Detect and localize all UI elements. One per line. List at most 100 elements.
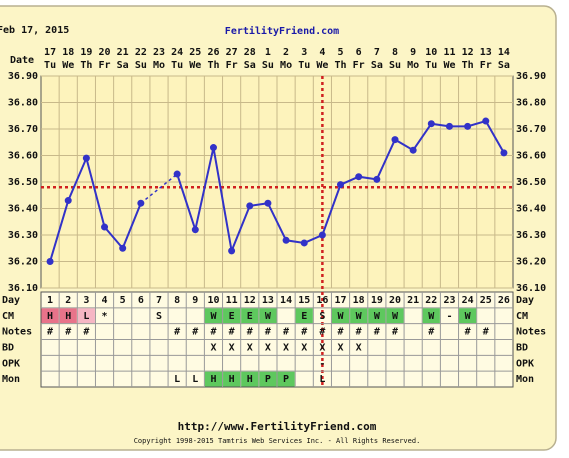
cell-text: H bbox=[210, 374, 216, 385]
cell-text: # bbox=[210, 327, 216, 338]
cell-text: # bbox=[392, 327, 398, 338]
cell-text: W bbox=[392, 311, 399, 322]
cell-text: X bbox=[356, 342, 362, 353]
cell-text: X bbox=[301, 342, 307, 353]
temperature-point bbox=[282, 236, 290, 244]
x-tick-label: 11 bbox=[443, 47, 455, 58]
cell-text: 11 bbox=[226, 295, 238, 306]
cell-text: 13 bbox=[262, 295, 274, 306]
cell-text: 7 bbox=[156, 295, 162, 306]
x-tick-label: 9 bbox=[410, 47, 416, 58]
cell-highlight bbox=[350, 308, 368, 324]
y-tick-label: 36.20 bbox=[516, 257, 546, 268]
x-tick-label: 7 bbox=[374, 47, 380, 58]
temperature-point bbox=[209, 144, 217, 152]
cell-highlight bbox=[331, 308, 350, 324]
row-label: CM bbox=[516, 311, 528, 322]
cell-text: W bbox=[374, 311, 381, 322]
weekday-label: Sa bbox=[117, 60, 129, 71]
weekday-label: We bbox=[189, 60, 201, 71]
cell-text: 24 bbox=[462, 295, 474, 306]
row-label: CM bbox=[2, 311, 14, 322]
weekday-label: Sa bbox=[371, 60, 383, 71]
x-tick-label: 28 bbox=[244, 47, 256, 58]
row-label: BD bbox=[2, 342, 14, 353]
cell-text: P bbox=[265, 374, 271, 385]
cell-text: 15 bbox=[298, 295, 310, 306]
cell-text: 4 bbox=[102, 295, 108, 306]
cell-text: L bbox=[83, 311, 89, 322]
x-tick-label: 10 bbox=[425, 47, 437, 58]
weekday-label: Mo bbox=[153, 60, 165, 71]
temperature-point bbox=[445, 122, 453, 130]
row-label: Day bbox=[2, 295, 20, 306]
cell-text: 8 bbox=[174, 295, 180, 306]
x-tick-label: 19 bbox=[80, 47, 92, 58]
y-tick-label: 36.90 bbox=[8, 71, 38, 82]
weekday-label: Tu bbox=[298, 60, 310, 71]
weekday-label: Su bbox=[262, 60, 274, 71]
weekday-label: Sa bbox=[244, 60, 256, 71]
y-tick-label: 36.30 bbox=[8, 230, 38, 241]
cell-text: W bbox=[356, 311, 363, 322]
y-tick-label: 36.40 bbox=[8, 204, 38, 215]
cell-text: # bbox=[65, 327, 71, 338]
cell-text: L bbox=[174, 374, 180, 385]
cell-text: 19 bbox=[371, 295, 383, 306]
cell-text: * bbox=[102, 311, 108, 322]
weekday-label: Mo bbox=[280, 60, 292, 71]
x-tick-label: 22 bbox=[135, 47, 147, 58]
cell-text: # bbox=[174, 327, 180, 338]
temperature-point bbox=[355, 173, 363, 181]
cell-text: # bbox=[465, 327, 471, 338]
cell-text: X bbox=[338, 342, 344, 353]
x-tick-label: 2 bbox=[283, 47, 289, 58]
x-tick-label: 5 bbox=[338, 47, 344, 58]
cell-text: H bbox=[247, 374, 253, 385]
cell-highlight bbox=[204, 308, 223, 324]
weekday-label: We bbox=[62, 60, 74, 71]
cell-text: W bbox=[338, 311, 345, 322]
y-tick-label: 36.30 bbox=[516, 230, 546, 241]
x-tick-label: 25 bbox=[189, 47, 201, 58]
cell-highlight bbox=[295, 308, 313, 324]
cell-highlight bbox=[277, 371, 295, 387]
cell-text: 12 bbox=[244, 295, 256, 306]
temperature-point bbox=[373, 175, 381, 183]
cell-text: # bbox=[301, 327, 307, 338]
cell-highlight bbox=[459, 308, 477, 324]
cell-text: E bbox=[229, 311, 235, 322]
weekday-label: Fr bbox=[99, 60, 111, 71]
x-tick-label: 4 bbox=[319, 47, 325, 58]
x-tick-label: 17 bbox=[44, 47, 56, 58]
cell-highlight bbox=[241, 308, 259, 324]
temperature-point bbox=[228, 247, 236, 255]
weekday-label: Fr bbox=[480, 60, 492, 71]
cell-text: X bbox=[247, 342, 253, 353]
cell-text: # bbox=[229, 327, 235, 338]
x-tick-label: 23 bbox=[153, 47, 165, 58]
weekday-label: Th bbox=[207, 60, 219, 71]
cell-text: 20 bbox=[389, 295, 401, 306]
cell-text: S bbox=[319, 311, 325, 322]
weekday-label: Tu bbox=[425, 60, 437, 71]
cell-text: X bbox=[210, 342, 216, 353]
cell-text: 18 bbox=[353, 295, 365, 306]
weekday-label: Fr bbox=[226, 60, 238, 71]
row-label: OPK bbox=[2, 358, 20, 369]
temperature-point bbox=[82, 154, 90, 162]
weekday-label: We bbox=[443, 60, 455, 71]
temperature-point bbox=[64, 197, 72, 205]
temperature-point bbox=[337, 181, 345, 189]
cell-highlight bbox=[59, 308, 77, 324]
weekday-label: Fr bbox=[353, 60, 365, 71]
temperature-point bbox=[427, 120, 435, 128]
x-tick-label: 26 bbox=[207, 47, 219, 58]
temperature-point bbox=[500, 149, 508, 157]
temperature-point bbox=[173, 170, 181, 178]
row-label: Mon bbox=[2, 374, 20, 385]
weekday-label: Th bbox=[80, 60, 92, 71]
weekday-label: Mo bbox=[407, 60, 419, 71]
temperature-point bbox=[264, 199, 272, 207]
row-label: OPK bbox=[516, 358, 534, 369]
